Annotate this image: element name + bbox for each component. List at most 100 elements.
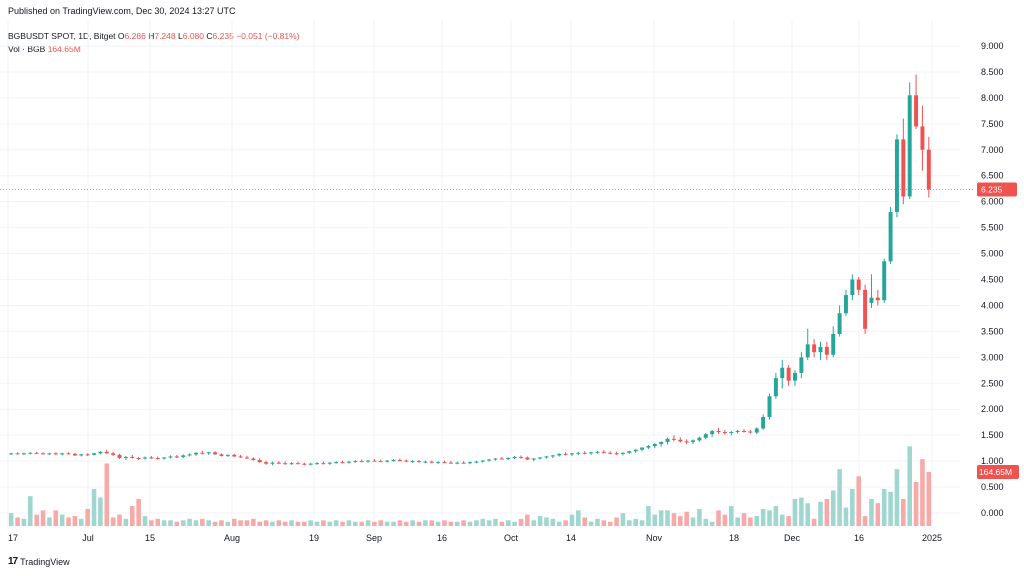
volume-bar <box>627 520 632 526</box>
candle-body <box>474 461 479 463</box>
volume-bar <box>53 510 59 526</box>
candle-body <box>920 126 925 150</box>
volume-bar <box>187 518 192 526</box>
volume-bar <box>155 518 161 526</box>
volume-bar <box>40 510 46 526</box>
volume-bar <box>678 516 683 526</box>
candle-body <box>786 367 791 381</box>
time-tick-label: 15 <box>145 533 155 543</box>
candle-body <box>66 453 71 455</box>
candle-body <box>283 463 288 465</box>
price-tick-label: 0.000 <box>981 508 1004 518</box>
candle-body <box>295 463 300 465</box>
open-value: 6.286 <box>124 31 146 41</box>
candle-body <box>21 453 26 455</box>
candle-body <box>659 441 664 444</box>
volume-bar <box>404 521 409 526</box>
volume-bar <box>671 513 677 526</box>
chart-legend: BGBUSDT SPOT, 1D, Bitget O6.286 H7.248 L… <box>8 30 300 56</box>
footer: 17 TradingView <box>8 556 70 567</box>
price-axis[interactable]: 9.000 8.500 8.000 7.500 7.000 6.500 6.000 5.500… <box>981 41 1004 518</box>
candle-body <box>168 456 173 458</box>
time-axis[interactable]: 17 Jul 15 Aug 19 Sep 16 Oct 14 Nov 18 Dec 16 2025 <box>8 533 942 543</box>
time-tick-label: Jul <box>82 533 94 543</box>
price-tick-label: 2.500 <box>981 378 1004 388</box>
candle-body <box>423 461 428 463</box>
volume-bar <box>91 489 97 526</box>
candle-body <box>194 452 198 455</box>
volume-bar <box>149 520 154 526</box>
volume-bar <box>327 521 333 526</box>
volume-bar <box>633 518 638 526</box>
candle-body <box>684 441 689 443</box>
candle-body <box>773 378 778 397</box>
high-label: H <box>148 31 155 41</box>
volume-bar <box>142 516 148 526</box>
candle-body <box>410 461 415 463</box>
candle-body <box>875 297 880 301</box>
volume-bar <box>518 518 524 526</box>
price-tick-label: 5.000 <box>981 249 1004 259</box>
volume-bar <box>435 521 441 526</box>
volume-bar <box>467 521 473 526</box>
candle-body <box>557 453 562 456</box>
published-note: Published on TradingView.com, Dec 30, 20… <box>8 6 236 16</box>
volume-bar <box>59 514 65 526</box>
price-tick-label: 4.500 <box>981 275 1004 285</box>
volume-bar <box>193 520 199 526</box>
candle-body <box>455 462 460 464</box>
candle-body <box>448 462 453 464</box>
volume-bar <box>461 520 466 526</box>
candle-body <box>914 95 919 127</box>
volume-bar <box>512 521 517 526</box>
volume-bar <box>384 521 390 526</box>
volume-bar <box>110 517 116 526</box>
volume-bar <box>601 520 607 526</box>
candle-body <box>206 452 211 454</box>
volume-bar <box>410 520 415 526</box>
volume-bar <box>79 518 84 526</box>
volume-label: Vol · BGB <box>8 44 46 54</box>
volume-bar <box>200 518 205 526</box>
candle-body <box>633 449 638 452</box>
candle-body <box>155 457 160 459</box>
candle-body <box>353 461 358 463</box>
volume-bar <box>550 518 556 526</box>
volume-bar <box>276 520 282 526</box>
volume-bar <box>824 498 830 526</box>
candle-body <box>480 460 485 462</box>
volume-bar <box>760 508 766 526</box>
candle-body <box>563 453 568 455</box>
price-tick-label: 1.500 <box>981 430 1004 440</box>
candle-body <box>404 460 409 462</box>
volume-bar <box>397 520 403 526</box>
volume-bar <box>646 506 651 526</box>
volume-bar <box>767 510 772 526</box>
candle-body <box>276 462 281 464</box>
volume-bar <box>104 463 110 526</box>
price-tick-label: 7.500 <box>981 119 1004 129</box>
price-tick-label: 8.000 <box>981 93 1004 103</box>
volume-bar <box>129 506 135 526</box>
volume-bar <box>448 521 454 526</box>
candle-body <box>569 453 574 455</box>
candle-body <box>47 453 52 455</box>
candle-body <box>882 261 887 301</box>
candle-body <box>98 451 103 454</box>
candle-body <box>162 457 167 459</box>
candle-body <box>767 396 772 418</box>
volume-bar <box>607 521 613 526</box>
candle-body <box>850 279 855 296</box>
volume-bar <box>257 521 262 526</box>
candle-body <box>385 460 390 462</box>
candle-body <box>742 431 746 433</box>
candle-body <box>843 295 848 314</box>
volume-bar <box>531 520 536 526</box>
volume-bar <box>799 497 804 526</box>
volume-bars <box>8 446 932 526</box>
time-tick-label: Aug <box>224 533 240 543</box>
volume-bar <box>620 513 626 526</box>
volume-bar <box>913 481 919 526</box>
candle-body <box>538 457 543 459</box>
